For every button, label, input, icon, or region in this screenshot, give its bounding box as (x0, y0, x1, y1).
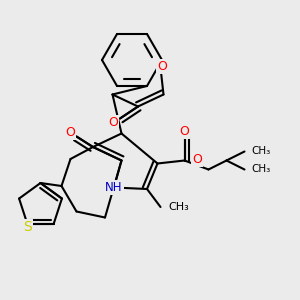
Text: CH₃: CH₃ (251, 164, 270, 175)
Text: S: S (23, 220, 32, 234)
Text: O: O (192, 153, 202, 166)
Text: NH: NH (105, 181, 123, 194)
Text: CH₃: CH₃ (168, 202, 189, 212)
Text: CH₃: CH₃ (251, 146, 270, 157)
Text: O: O (65, 126, 75, 140)
Text: O: O (109, 116, 118, 129)
Text: O: O (180, 124, 189, 138)
Text: O: O (157, 60, 167, 74)
